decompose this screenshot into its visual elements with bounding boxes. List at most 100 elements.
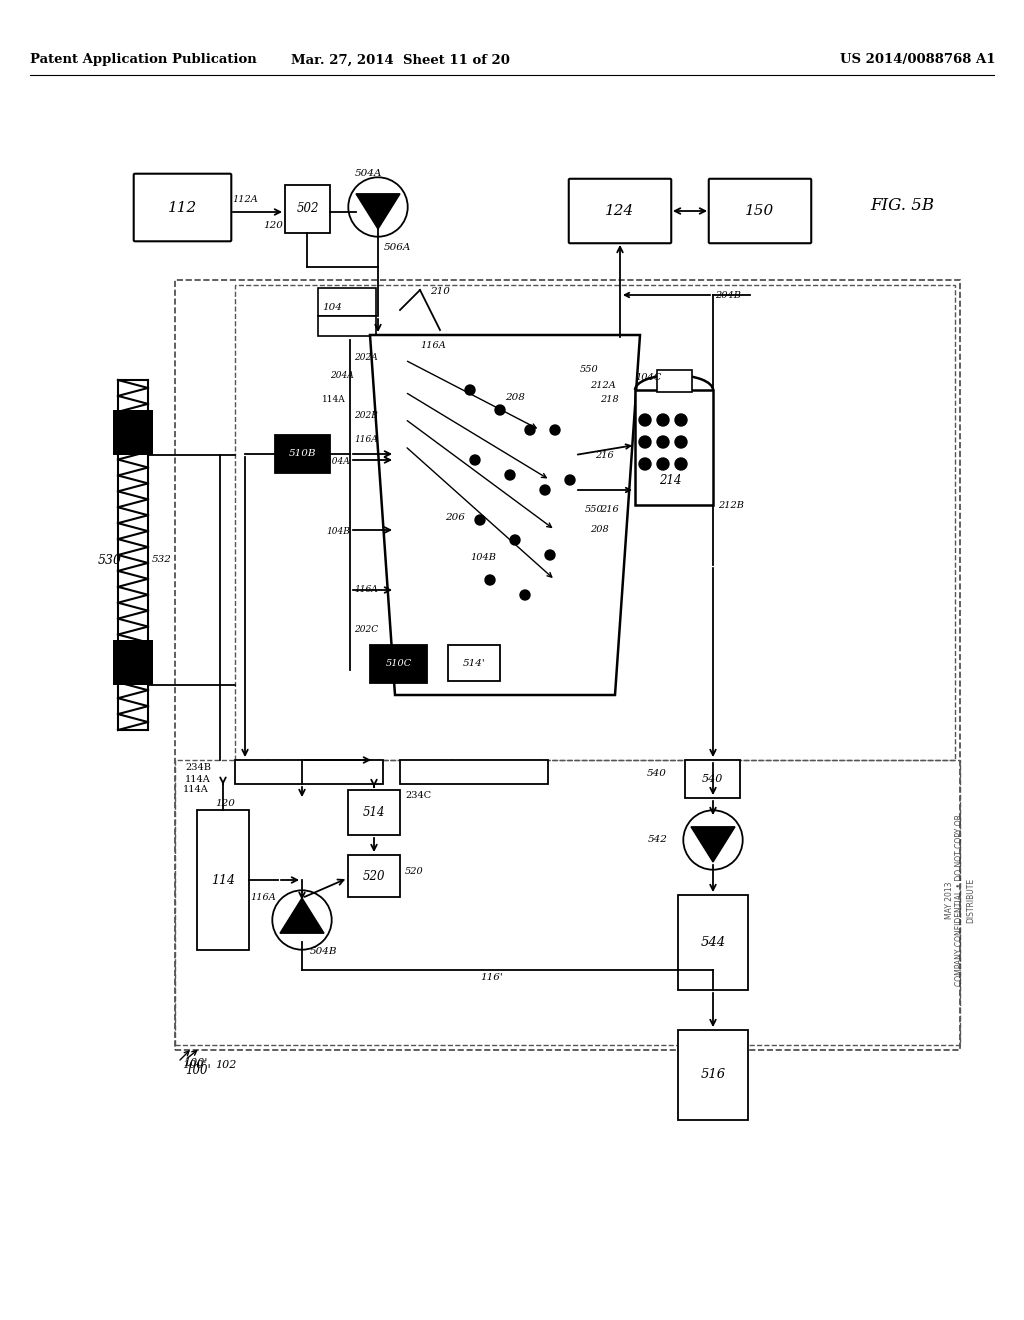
Bar — [234, 285, 955, 760]
Bar — [285, 185, 330, 234]
Circle shape — [565, 475, 575, 484]
Text: 510B: 510B — [289, 450, 316, 458]
Text: 100': 100' — [182, 1060, 207, 1071]
Text: 510C: 510C — [385, 660, 412, 668]
Text: 150: 150 — [745, 205, 774, 218]
Circle shape — [550, 425, 560, 436]
Text: 520: 520 — [362, 870, 385, 883]
Circle shape — [520, 590, 530, 601]
Text: 216: 216 — [595, 450, 613, 459]
Circle shape — [639, 458, 651, 470]
Text: Mar. 27, 2014  Sheet 11 of 20: Mar. 27, 2014 Sheet 11 of 20 — [291, 54, 509, 66]
Text: 116A: 116A — [250, 894, 275, 903]
Bar — [400, 760, 548, 784]
Text: 502: 502 — [296, 202, 318, 215]
Text: 104C: 104C — [635, 372, 662, 381]
Bar — [678, 1030, 748, 1119]
Circle shape — [510, 535, 520, 545]
Polygon shape — [280, 898, 324, 933]
Text: 516: 516 — [700, 1068, 726, 1081]
Text: 100': 100' — [183, 1059, 208, 1068]
Circle shape — [495, 405, 505, 414]
Text: 114: 114 — [211, 874, 234, 887]
Polygon shape — [691, 826, 735, 862]
Text: 100': 100' — [185, 1064, 211, 1077]
Text: 202C: 202C — [354, 626, 378, 635]
Text: 112A: 112A — [232, 195, 258, 205]
Circle shape — [545, 550, 555, 560]
Circle shape — [639, 436, 651, 447]
Bar — [449, 645, 500, 681]
Text: 116': 116' — [480, 974, 503, 982]
Text: 114A: 114A — [322, 396, 346, 404]
Bar — [348, 789, 400, 836]
Circle shape — [540, 484, 550, 495]
Text: 514': 514' — [463, 659, 485, 668]
Bar — [175, 280, 961, 1049]
Text: 114A: 114A — [185, 776, 211, 784]
Bar — [678, 895, 748, 990]
Circle shape — [675, 458, 687, 470]
Text: 208: 208 — [590, 525, 608, 535]
Text: 234B: 234B — [185, 763, 211, 772]
Text: 544: 544 — [700, 936, 726, 949]
Text: 234C: 234C — [406, 792, 431, 800]
Text: 212A: 212A — [590, 380, 615, 389]
FancyBboxPatch shape — [568, 178, 672, 243]
Bar — [370, 645, 427, 682]
Text: 202A: 202A — [354, 354, 378, 363]
Circle shape — [657, 458, 669, 470]
Text: MAY 2013
COMPANY CONFIDENTIAL • DO NOT COPY OR
DISTRIBUTE: MAY 2013 COMPANY CONFIDENTIAL • DO NOT C… — [945, 814, 975, 986]
Text: 530: 530 — [98, 553, 122, 566]
Circle shape — [525, 425, 535, 436]
Text: 206: 206 — [445, 513, 465, 523]
Polygon shape — [370, 335, 640, 696]
Text: 116A: 116A — [420, 341, 445, 350]
Text: 520: 520 — [406, 867, 424, 876]
Text: FIG. 5B: FIG. 5B — [870, 197, 934, 214]
FancyBboxPatch shape — [709, 178, 811, 243]
Text: 114A: 114A — [183, 785, 209, 795]
Circle shape — [470, 455, 480, 465]
Circle shape — [657, 414, 669, 426]
Circle shape — [639, 414, 651, 426]
Text: 540: 540 — [647, 768, 667, 777]
Text: 124: 124 — [605, 205, 635, 218]
Bar — [318, 288, 376, 315]
Text: 104B: 104B — [470, 553, 496, 562]
Text: 204B: 204B — [715, 290, 741, 300]
Text: 510C: 510C — [362, 635, 389, 644]
Text: 204A: 204A — [330, 371, 353, 380]
Bar — [113, 411, 153, 455]
Circle shape — [505, 470, 515, 480]
Text: 542: 542 — [648, 836, 668, 845]
Text: 540: 540 — [701, 774, 723, 784]
Bar — [113, 640, 153, 685]
Text: 112: 112 — [168, 201, 198, 214]
Text: 120: 120 — [263, 220, 283, 230]
Circle shape — [465, 385, 475, 395]
Bar — [318, 315, 376, 337]
Text: 116A: 116A — [354, 436, 378, 445]
Circle shape — [475, 515, 485, 525]
Text: 210: 210 — [430, 288, 450, 297]
Circle shape — [657, 436, 669, 447]
Bar — [348, 855, 400, 898]
Bar — [657, 370, 692, 392]
Circle shape — [675, 436, 687, 447]
Text: 212B: 212B — [718, 500, 743, 510]
Text: 102: 102 — [215, 1060, 237, 1071]
Circle shape — [675, 414, 687, 426]
Text: 506A: 506A — [384, 243, 412, 252]
Text: 216: 216 — [600, 506, 618, 515]
Polygon shape — [356, 194, 400, 228]
Text: 218: 218 — [600, 396, 618, 404]
Text: 104: 104 — [323, 302, 342, 312]
Text: US 2014/0088768 A1: US 2014/0088768 A1 — [840, 54, 995, 66]
Text: 120: 120 — [215, 800, 234, 808]
Text: 214: 214 — [658, 474, 681, 487]
Text: Patent Application Publication: Patent Application Publication — [30, 54, 257, 66]
Circle shape — [485, 576, 495, 585]
Text: 104A: 104A — [326, 458, 350, 466]
Bar — [275, 436, 330, 473]
